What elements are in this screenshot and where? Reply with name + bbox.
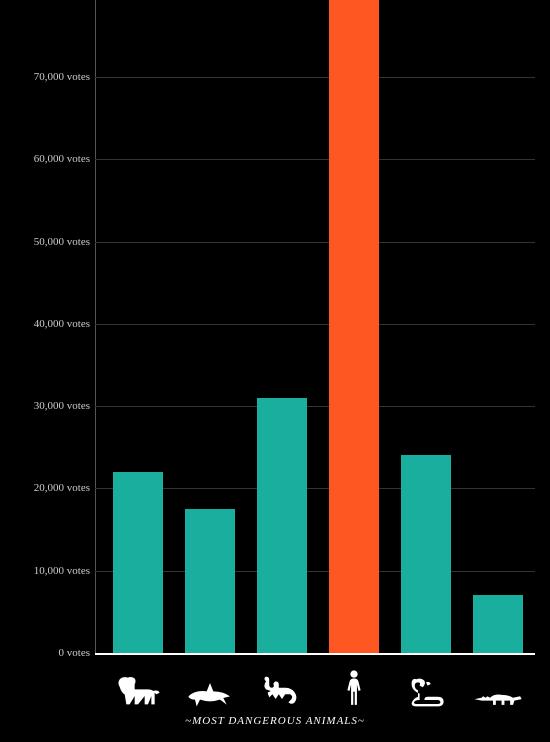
- human-icon: [329, 666, 379, 710]
- scorpion-icon: [257, 672, 307, 710]
- crocodile-icon: [473, 684, 523, 710]
- bar-scorpion: [257, 398, 307, 653]
- y-axis-label: 10,000 votes: [20, 565, 90, 577]
- x-axis-baseline: [95, 653, 535, 655]
- chart-plot-area: [95, 0, 535, 655]
- bar-lion: [113, 472, 163, 653]
- x-axis-icons: [95, 660, 535, 710]
- bar-shark: [185, 509, 235, 653]
- bar-crocodile: [473, 595, 523, 653]
- y-axis-label: 20,000 votes: [20, 482, 90, 494]
- gridline: [95, 159, 535, 160]
- gridline: [95, 77, 535, 78]
- y-axis-label: 40,000 votes: [20, 318, 90, 330]
- y-axis-label: 50,000 votes: [20, 236, 90, 248]
- bar-snake: [401, 455, 451, 653]
- snake-icon: [401, 674, 451, 710]
- y-axis-label: 30,000 votes: [20, 400, 90, 412]
- y-axis-label: 60,000 votes: [20, 153, 90, 165]
- shark-icon: [185, 676, 235, 710]
- gridline: [95, 242, 535, 243]
- lion-icon: [113, 672, 163, 710]
- gridline: [95, 406, 535, 407]
- y-axis-label: 0 votes: [20, 647, 90, 659]
- y-axis-label: 70,000 votes: [20, 71, 90, 83]
- chart-caption: ~MOST DANGEROUS ANIMALS~: [0, 715, 550, 727]
- bar-human: [329, 0, 379, 653]
- gridline: [95, 324, 535, 325]
